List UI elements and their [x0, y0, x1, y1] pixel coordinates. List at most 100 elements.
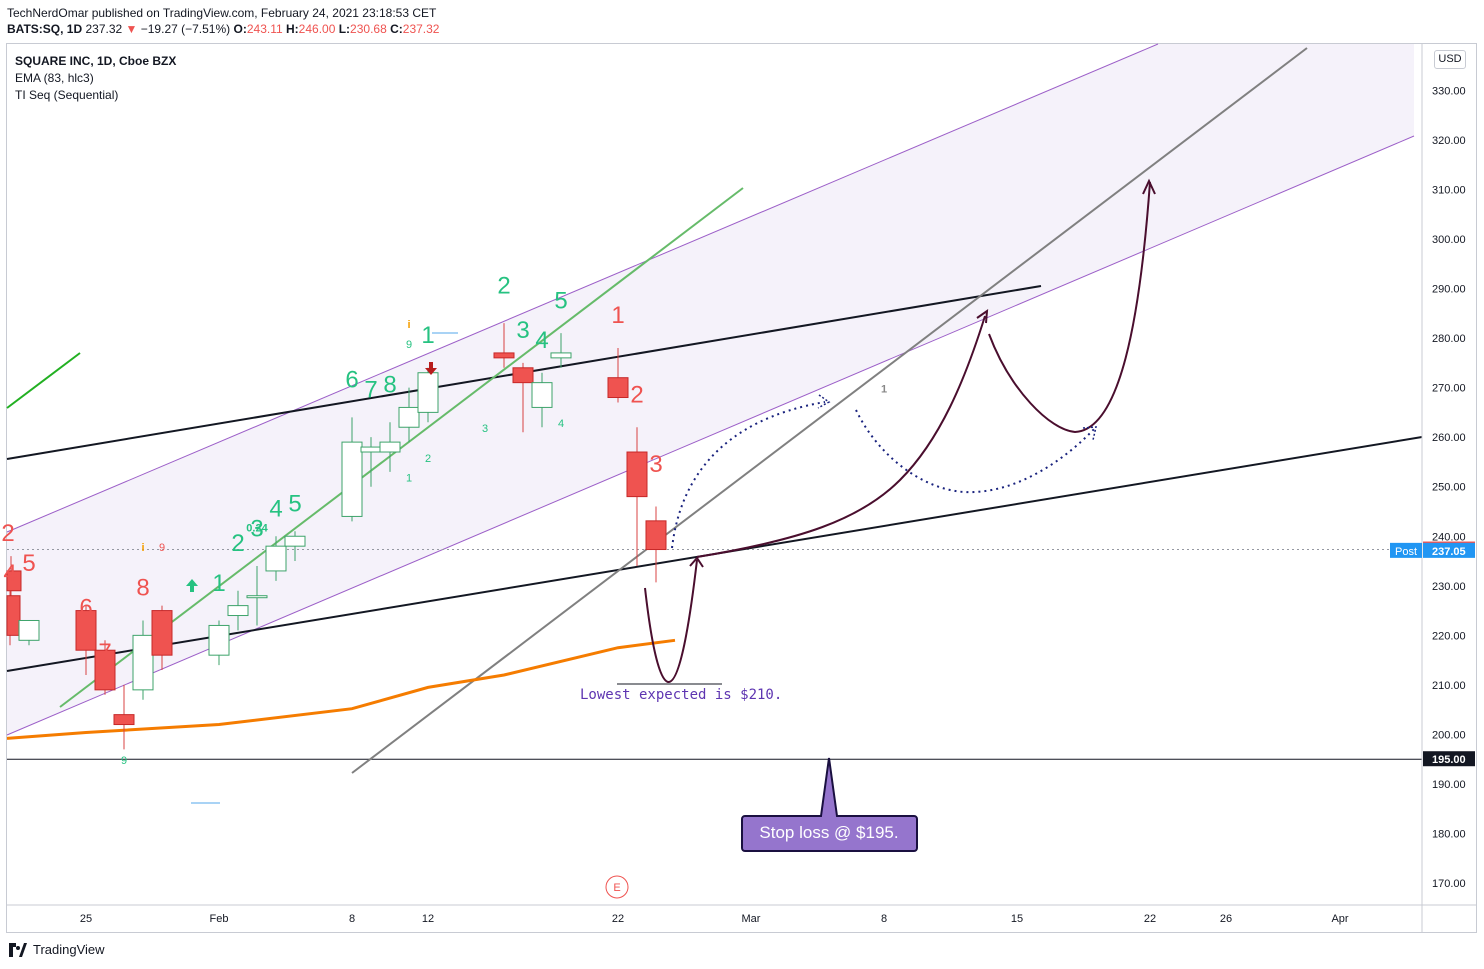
symbol-label: BATS:SQ, 1D — [7, 22, 83, 36]
y-tick-label: 220.00 — [1432, 630, 1466, 642]
tradingview-logo[interactable]: TradingView — [8, 942, 105, 957]
candle-body[interactable] — [6, 570, 22, 592]
candle-body[interactable] — [208, 624, 230, 656]
x-tick-label: 15 — [1011, 913, 1023, 925]
candle-body[interactable] — [6, 595, 21, 636]
candle-body[interactable] — [94, 649, 116, 691]
arrow-head-icon — [976, 308, 989, 324]
misc-label: i — [407, 319, 410, 331]
last-price: 237.32 — [85, 22, 123, 36]
sequential-label: 4 — [558, 418, 564, 430]
publisher-line: TechNerdOmar published on TradingView.co… — [7, 6, 437, 20]
sequential-label: 4 — [3, 560, 16, 587]
stop-loss-label: Stop loss @ $195. — [759, 823, 898, 842]
legend-ema[interactable]: EMA (83, hlc3) — [15, 71, 94, 85]
high-value: 246.00 — [298, 22, 336, 36]
y-tick-label: 330.00 — [1432, 85, 1466, 97]
candle-body[interactable] — [113, 714, 135, 726]
down-arrow-icon — [425, 362, 437, 375]
change-arrow-icon: ▼ — [125, 22, 138, 36]
candle-body[interactable] — [417, 372, 439, 413]
x-tick-label: Mar — [742, 913, 761, 925]
y-tick-label: 200.00 — [1432, 729, 1466, 741]
y-tick-label: 270.00 — [1432, 383, 1466, 395]
low-value: 230.68 — [350, 22, 387, 36]
channel-fill — [7, 44, 1414, 735]
projection-final-curve[interactable] — [988, 181, 1151, 434]
ema-line[interactable] — [6, 638, 676, 740]
candle-body[interactable] — [512, 367, 534, 384]
candle-body[interactable] — [341, 441, 363, 517]
brand-label: TradingView — [33, 942, 105, 957]
candle-body[interactable] — [550, 352, 572, 359]
lowest-expected-label: Lowest expected is $210. — [580, 687, 782, 703]
candle-body[interactable] — [265, 545, 287, 572]
sequential-label: 6 — [79, 595, 92, 622]
candle-body[interactable] — [379, 441, 401, 453]
candle-body[interactable] — [246, 595, 268, 599]
x-tick-label: Apr — [1331, 913, 1348, 925]
post-tag — [1390, 542, 1422, 558]
misc-label: 1 — [881, 384, 887, 396]
channel-lower-line[interactable] — [6, 135, 1415, 736]
projection-rally-curve[interactable] — [696, 315, 986, 558]
candle-body[interactable] — [398, 406, 420, 428]
candle-body[interactable] — [227, 605, 249, 617]
candle-body[interactable] — [493, 352, 515, 359]
misc-label: i — [141, 542, 144, 554]
sequential-label: 4 — [269, 495, 282, 522]
sequential-label: 8 — [136, 575, 149, 602]
sequential-label: 2 — [231, 530, 244, 557]
candle-body[interactable] — [151, 610, 173, 656]
arrow-head-icon — [689, 556, 704, 568]
green-trendline-short[interactable] — [6, 352, 81, 409]
dotted-path[interactable] — [671, 401, 826, 549]
sequential-label: 5 — [22, 550, 35, 577]
open-value: 243.11 — [246, 22, 283, 36]
candle-body[interactable] — [18, 619, 40, 641]
y-tick-label: 240.00 — [1432, 531, 1466, 543]
candle-body[interactable] — [531, 382, 553, 408]
stop-loss-callout[interactable] — [741, 757, 918, 852]
x-tick-label: 8 — [349, 913, 355, 925]
x-tick-label: 22 — [612, 913, 624, 925]
earnings-marker-label: E — [613, 882, 620, 894]
sequential-label: 2 — [425, 453, 431, 465]
legend-title[interactable]: SQUARE INC, 1D, Cboe BZX — [15, 54, 177, 68]
candle-body[interactable] — [284, 535, 306, 547]
price-tag[interactable] — [1423, 542, 1475, 558]
channel-upper-line[interactable] — [6, 43, 1159, 533]
candle-body[interactable] — [132, 634, 154, 691]
candle-body[interactable] — [645, 520, 667, 551]
gray-trendline[interactable] — [351, 47, 1308, 774]
y-tick-label: 230.00 — [1432, 581, 1466, 593]
candle-body[interactable] — [75, 610, 97, 651]
x-tick-label: 12 — [422, 913, 434, 925]
earnings-marker-icon[interactable] — [605, 875, 629, 899]
sequential-label: 8 — [383, 372, 396, 399]
price-tag[interactable] — [1423, 751, 1475, 767]
legend-ti[interactable]: TI Seq (Sequential) — [15, 88, 119, 102]
x-tick-label: 26 — [1220, 913, 1232, 925]
arrow-head-icon — [1142, 178, 1156, 195]
quote-line: BATS:SQ, 1D 237.32 ▼ −19.27 (−7.51%) O:2… — [7, 22, 439, 36]
sequential-label: 9 — [159, 542, 165, 554]
change-value: −19.27 (−7.51%) — [140, 22, 231, 36]
dotted-path[interactable] — [855, 409, 1096, 494]
sequential-label: 3 — [250, 515, 263, 542]
y-tick-label: 210.00 — [1432, 680, 1466, 692]
y-tick-label: 310.00 — [1432, 184, 1466, 196]
candle-body[interactable] — [360, 446, 382, 453]
y-tick-label: 280.00 — [1432, 333, 1466, 345]
x-tick-label: 8 — [881, 913, 887, 925]
chart-frame[interactable] — [6, 43, 1477, 933]
projection-dip-curve[interactable] — [644, 559, 698, 683]
green-trendline[interactable] — [59, 187, 744, 708]
misc-label: 0.24 — [246, 522, 268, 534]
y-tick-label: 190.00 — [1432, 779, 1466, 791]
open-label: O: — [233, 22, 247, 36]
candle-body[interactable] — [626, 451, 648, 498]
currency-button[interactable]: USD — [1434, 50, 1466, 69]
candle-body[interactable] — [607, 377, 629, 399]
